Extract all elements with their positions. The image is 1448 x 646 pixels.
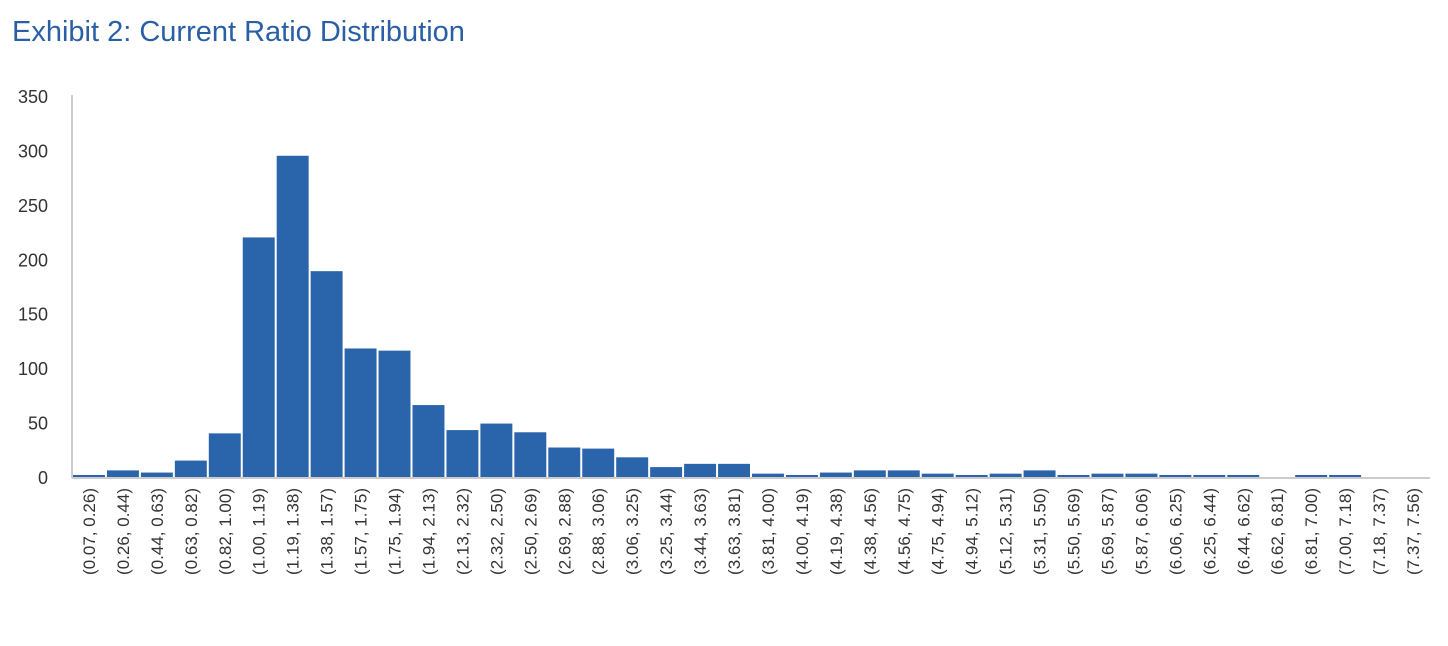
x-tick-label-9: (1.75, 1.94) bbox=[386, 488, 405, 575]
bar-28 bbox=[1023, 470, 1056, 478]
x-tick-label-30: (5.69, 5.87) bbox=[1098, 488, 1117, 575]
x-tick-label-6: (1.19, 1.38) bbox=[284, 488, 303, 575]
bar-36 bbox=[1295, 475, 1328, 478]
bar-30 bbox=[1091, 473, 1124, 478]
bar-16 bbox=[616, 457, 649, 478]
bar-31 bbox=[1125, 473, 1158, 478]
y-tick-label-1: 50 bbox=[28, 414, 48, 434]
x-tick-label-12: (2.32, 2.50) bbox=[487, 488, 506, 575]
x-tick-label-29: (5.50, 5.69) bbox=[1065, 488, 1084, 575]
bar-15 bbox=[582, 448, 615, 478]
x-tick-label-8: (1.57, 1.75) bbox=[352, 488, 371, 575]
bar-1 bbox=[106, 470, 139, 478]
x-tick-label-2: (0.44, 0.63) bbox=[148, 488, 167, 575]
x-tick-label-22: (4.19, 4.38) bbox=[827, 488, 846, 575]
bar-6 bbox=[276, 155, 309, 478]
x-tick-label-7: (1.38, 1.57) bbox=[318, 488, 337, 575]
bar-8 bbox=[344, 348, 377, 478]
x-tick-label-20: (3.81, 4.00) bbox=[759, 488, 778, 575]
bar-9 bbox=[378, 350, 411, 478]
x-tick-label-15: (2.88, 3.06) bbox=[589, 488, 608, 575]
bar-32 bbox=[1159, 475, 1192, 478]
bar-11 bbox=[446, 430, 479, 478]
y-tick-label-6: 300 bbox=[18, 141, 48, 161]
x-tick-label-33: (6.25, 6.44) bbox=[1200, 488, 1219, 575]
x-tick-label-16: (3.06, 3.25) bbox=[623, 488, 642, 575]
x-tick-label-28: (5.31, 5.50) bbox=[1031, 488, 1050, 575]
x-tick-label-24: (4.56, 4.75) bbox=[895, 488, 914, 575]
x-tick-label-10: (1.94, 2.13) bbox=[419, 488, 438, 575]
bar-23 bbox=[853, 470, 886, 478]
bar-37 bbox=[1329, 475, 1362, 478]
x-tick-label-19: (3.63, 3.81) bbox=[725, 488, 744, 575]
bar-10 bbox=[412, 405, 445, 478]
x-tick-label-35: (6.62, 6.81) bbox=[1268, 488, 1287, 575]
bar-19 bbox=[718, 463, 750, 478]
y-tick-label-5: 250 bbox=[18, 196, 48, 216]
x-tick-label-36: (6.81, 7.00) bbox=[1302, 488, 1321, 575]
x-tick-label-18: (3.44, 3.63) bbox=[691, 488, 710, 575]
y-tick-label-2: 100 bbox=[18, 359, 48, 379]
x-tick-label-26: (4.94, 5.12) bbox=[963, 488, 982, 575]
bar-21 bbox=[785, 475, 818, 478]
x-tick-label-0: (0.07, 0.26) bbox=[80, 488, 99, 575]
x-tick-label-21: (4.00, 4.19) bbox=[793, 488, 812, 575]
bar-25 bbox=[921, 473, 954, 478]
bar-0 bbox=[73, 475, 105, 478]
bar-17 bbox=[650, 467, 683, 478]
bar-14 bbox=[548, 447, 581, 478]
bar-20 bbox=[752, 473, 784, 478]
x-tick-label-23: (4.38, 4.56) bbox=[861, 488, 880, 575]
x-tick-label-37: (7.00, 7.18) bbox=[1336, 488, 1355, 575]
x-tick-label-32: (6.06, 6.25) bbox=[1166, 488, 1185, 575]
bar-5 bbox=[242, 237, 275, 478]
x-tick-label-25: (4.75, 4.94) bbox=[929, 488, 948, 575]
x-tick-label-11: (2.13, 2.32) bbox=[453, 488, 472, 575]
x-tick-label-14: (2.69, 2.88) bbox=[555, 488, 574, 575]
x-tick-label-27: (5.12, 5.31) bbox=[997, 488, 1016, 575]
x-tick-label-1: (0.26, 0.44) bbox=[114, 488, 133, 575]
x-tick-label-13: (2.50, 2.69) bbox=[521, 488, 540, 575]
x-tick-label-3: (0.63, 0.82) bbox=[182, 488, 201, 575]
bar-33 bbox=[1193, 475, 1226, 478]
x-tick-label-38: (7.18, 7.37) bbox=[1370, 488, 1389, 575]
bar-13 bbox=[514, 432, 547, 478]
bar-18 bbox=[684, 463, 717, 478]
x-tick-label-4: (0.82, 1.00) bbox=[216, 488, 235, 575]
bar-4 bbox=[208, 433, 241, 478]
y-tick-label-4: 200 bbox=[18, 250, 48, 270]
y-tick-label-7: 350 bbox=[18, 87, 48, 107]
bar-24 bbox=[887, 470, 920, 478]
bar-2 bbox=[140, 472, 173, 478]
bar-12 bbox=[480, 423, 513, 478]
x-tick-label-17: (3.25, 3.44) bbox=[657, 488, 676, 575]
x-axis: (0.07, 0.26) (0.26, 0.44) (0.44, 0.63) (0.6… bbox=[72, 477, 1430, 575]
y-axis: 0 50 100 150 200 250 300 350 bbox=[18, 87, 73, 488]
bar-34 bbox=[1227, 475, 1260, 478]
bar-26 bbox=[955, 475, 988, 478]
x-tick-label-5: (1.00, 1.19) bbox=[250, 488, 269, 575]
bar-3 bbox=[174, 460, 207, 478]
x-tick-label-31: (5.87, 6.06) bbox=[1132, 488, 1151, 575]
x-tick-label-39: (7.37, 7.56) bbox=[1404, 488, 1423, 575]
bar-22 bbox=[819, 472, 852, 478]
bars-group bbox=[73, 155, 1362, 478]
x-tick-label-34: (6.44, 6.62) bbox=[1234, 488, 1253, 575]
bar-27 bbox=[989, 473, 1022, 478]
bar-7 bbox=[310, 271, 343, 478]
bar-29 bbox=[1057, 475, 1090, 478]
chart-title: Exhibit 2: Current Ratio Distribution bbox=[12, 16, 465, 48]
y-tick-label-0: 0 bbox=[38, 468, 48, 488]
y-tick-label-3: 150 bbox=[18, 305, 48, 325]
